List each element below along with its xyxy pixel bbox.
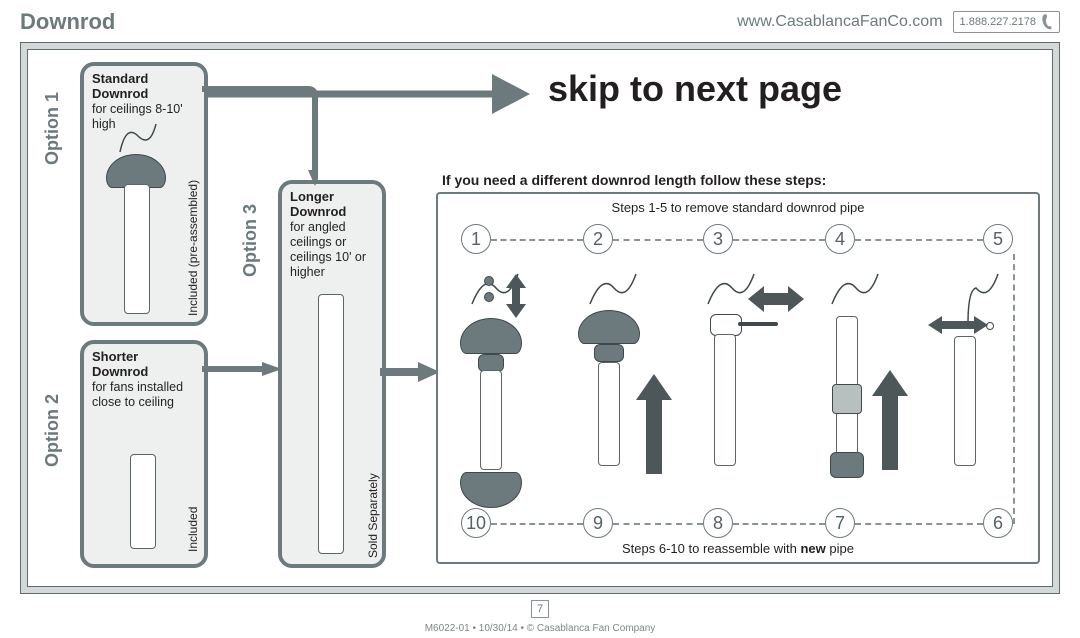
step-circle-10: 10 xyxy=(461,508,491,538)
step2-wire-icon xyxy=(584,270,644,310)
step2-slide-arrow xyxy=(634,374,674,474)
option2-subtitle: for fans installed close to ceiling xyxy=(92,380,196,410)
header-url: www.CasablancaFanCo.com xyxy=(737,13,942,31)
steps-top-caption: Steps 1-5 to remove standard downrod pip… xyxy=(438,200,1038,215)
step1-base xyxy=(460,472,522,508)
page-title: Downrod xyxy=(20,9,115,35)
steps-bottom-caption: Steps 6-10 to reassemble with new pipe xyxy=(438,541,1038,556)
option1-label: Option 1 xyxy=(42,92,63,165)
step4-mid-collar xyxy=(832,384,862,414)
skip-text: skip to next page xyxy=(548,68,842,110)
option1-wire-icon xyxy=(116,122,160,158)
option2-rod-icon xyxy=(130,454,156,549)
dash-connector xyxy=(855,239,983,241)
phone-icon xyxy=(1040,14,1053,30)
option2-panel: Shorter Downrod for fans installed close… xyxy=(80,340,208,568)
dash-connector xyxy=(733,239,825,241)
option3-title: Longer Downrod xyxy=(290,190,374,220)
step-circle-2: 2 xyxy=(583,224,613,254)
option2-note: Included xyxy=(186,507,200,552)
step3-pin xyxy=(738,322,778,326)
content-frame: Option 1 Option 2 Option 3 Standard Down… xyxy=(27,49,1053,587)
step1-motor xyxy=(460,318,522,354)
step4-wire-icon xyxy=(826,270,886,310)
step3-rod xyxy=(714,334,736,466)
option3-note: Sold Separately xyxy=(366,473,380,558)
steps-bottom-b: new xyxy=(800,541,825,556)
step2-slide-label: Slide xyxy=(671,403,685,452)
connector-arrow-3 xyxy=(380,362,440,382)
step5-rod xyxy=(954,336,976,466)
step5-lr-arrow xyxy=(928,314,988,336)
option1-title: Standard Downrod xyxy=(92,72,196,102)
step-circle-3: 3 xyxy=(703,224,733,254)
step-circle-1: 1 xyxy=(461,224,491,254)
option1-panel: Standard Downrod for ceilings 8-10' high… xyxy=(80,62,208,326)
option1-motor-icon xyxy=(106,154,166,188)
option3-label: Option 3 xyxy=(240,204,261,277)
dash-connector xyxy=(491,239,583,241)
step1-rod xyxy=(480,370,502,470)
step-circle-9: 9 xyxy=(583,508,613,538)
option3-subtitle: for angled ceilings or ceilings 10' or h… xyxy=(290,220,374,280)
dash-connector xyxy=(613,239,703,241)
option2-title: Shorter Downrod xyxy=(92,350,196,380)
step-circle-4: 4 xyxy=(825,224,855,254)
skip-arrow xyxy=(206,70,530,118)
option3-rod-icon xyxy=(318,294,344,554)
step5-ring xyxy=(986,322,994,330)
steps-heading: If you need a different downrod length f… xyxy=(442,172,826,188)
page-number: 7 xyxy=(531,600,549,618)
header-right: www.CasablancaFanCo.com 1.888.227.2178 xyxy=(737,11,1060,33)
step2-rod xyxy=(598,362,620,466)
step1-updown-arrow xyxy=(502,274,530,318)
step3-collar xyxy=(710,314,742,336)
option1-rod-icon xyxy=(124,184,150,314)
phone-number: 1.888.227.2178 xyxy=(960,16,1036,28)
steps-bottom-c: pipe xyxy=(826,541,854,556)
dash-connector-right xyxy=(1013,254,1015,524)
page-header: Downrod www.CasablancaFanCo.com 1.888.22… xyxy=(0,0,1080,42)
steps-frame: Steps 1-5 to remove standard downrod pip… xyxy=(436,192,1040,564)
connector-arrow-2 xyxy=(202,362,282,376)
option3-panel: Longer Downrod for angled ceilings or ce… xyxy=(278,180,386,568)
step4-slide-arrow xyxy=(870,370,910,470)
dash-connector xyxy=(855,523,983,525)
step-circle-5: 5 xyxy=(983,224,1013,254)
step2-collar xyxy=(594,344,624,362)
step1-screw1 xyxy=(484,276,494,286)
step4-base-collar xyxy=(830,452,864,478)
option1-note: Included (pre-assembled) xyxy=(186,180,200,316)
phone-box: 1.888.227.2178 xyxy=(953,11,1060,33)
outer-frame: Option 1 Option 2 Option 3 Standard Down… xyxy=(20,42,1060,594)
step4-slide-label: Slide xyxy=(907,399,921,448)
dash-connector xyxy=(491,523,583,525)
step-circle-6: 6 xyxy=(983,508,1013,538)
step2-motor xyxy=(578,310,640,344)
step-circle-8: 8 xyxy=(703,508,733,538)
option2-label: Option 2 xyxy=(42,394,63,467)
step1-screw2 xyxy=(484,292,494,302)
dash-connector xyxy=(733,523,825,525)
step-circle-7: 7 xyxy=(825,508,855,538)
steps-bottom-a: Steps 6-10 to reassemble with xyxy=(622,541,800,556)
dash-connector xyxy=(613,523,703,525)
step3-lr-arrow xyxy=(748,284,804,314)
footer-text: M6022-01 • 10/30/14 • © Casablanca Fan C… xyxy=(0,623,1080,634)
